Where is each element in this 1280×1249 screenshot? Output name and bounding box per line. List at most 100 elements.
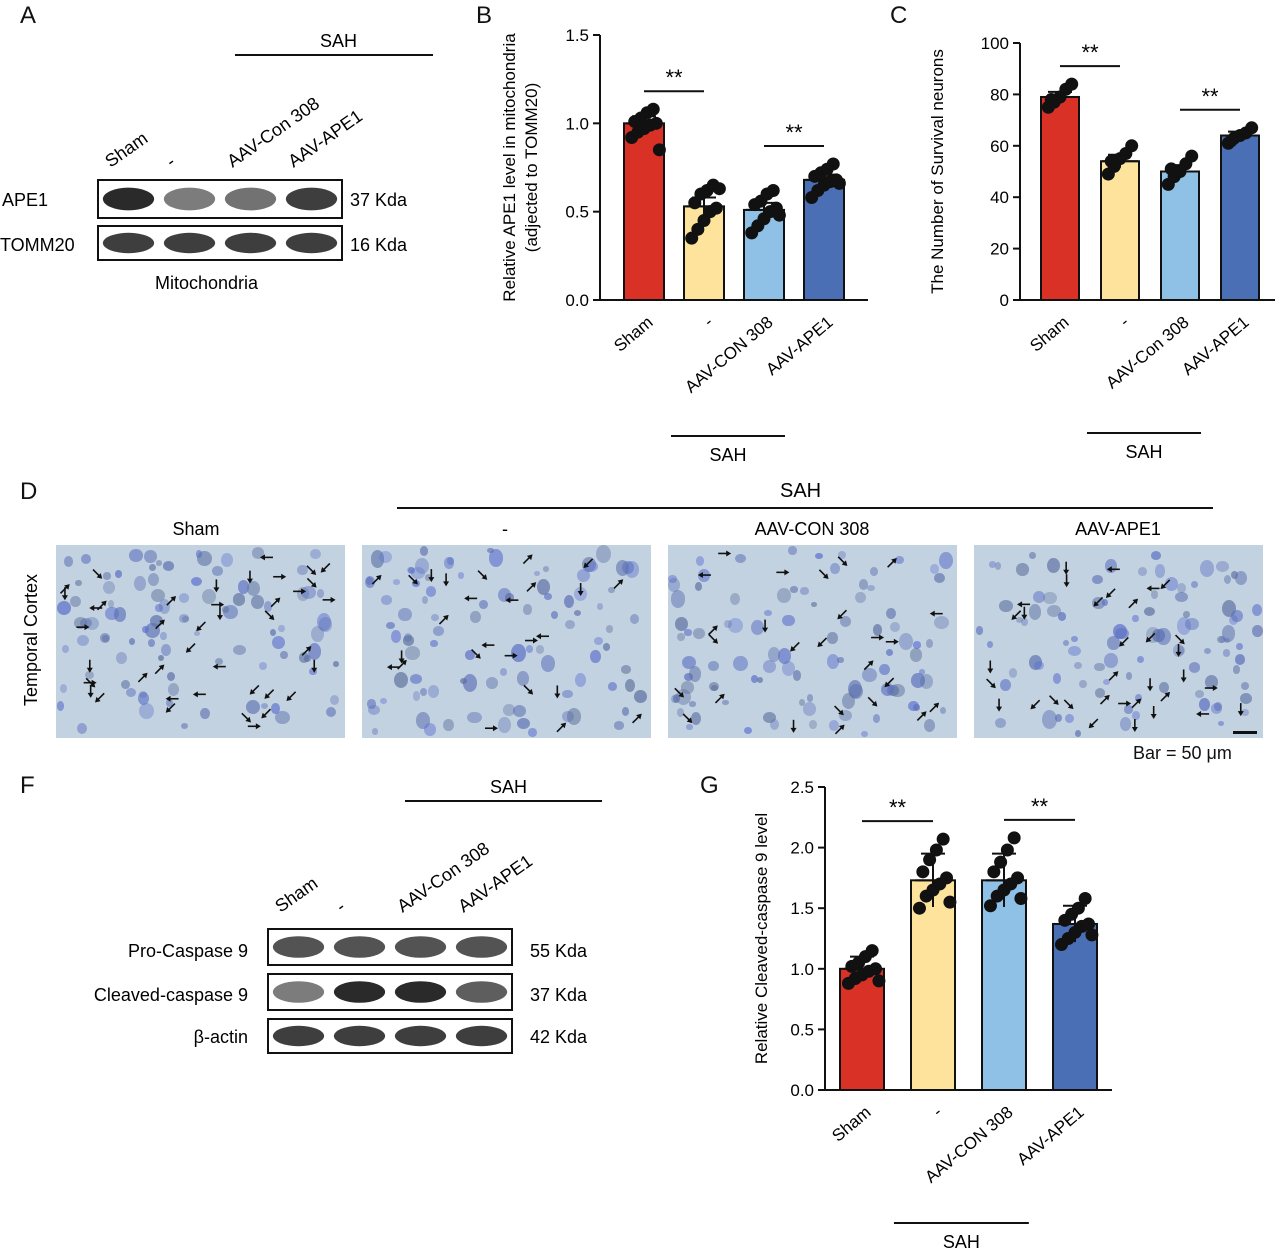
- neuron-cell: [272, 635, 285, 649]
- chart-G-bar-dash: [910, 879, 956, 1091]
- neuron-cell: [309, 668, 317, 676]
- chart-G-point: [1011, 871, 1025, 885]
- neuron-cell: [523, 604, 532, 615]
- neuron-cell: [680, 681, 695, 695]
- neuron-cell: [839, 616, 852, 628]
- neuron-cell: [684, 672, 694, 681]
- neuron-cell: [325, 707, 336, 718]
- neuron-arrow-icon: [76, 624, 90, 631]
- neuron-cell: [544, 592, 553, 600]
- neuron-arrow-icon: [212, 663, 226, 670]
- chart-C-point: [1125, 139, 1139, 153]
- size-label-tomm20: 16 Kda: [350, 235, 408, 255]
- neuron-cell: [56, 701, 65, 711]
- neuron-cell: [1176, 617, 1191, 636]
- neuron-cell: [605, 625, 614, 633]
- neuron-cell: [150, 589, 165, 603]
- neuron-cell: [409, 673, 423, 685]
- neuron-cell: [695, 555, 705, 566]
- neuron-cell: [732, 655, 748, 672]
- neuron-cell: [1251, 603, 1263, 617]
- neuron-cell: [763, 711, 777, 723]
- neuron-arrow-icon: [320, 562, 331, 573]
- neuron-cell: [309, 548, 321, 560]
- chart-B-sig-label: **: [785, 120, 803, 145]
- neuron-arrow-icon: [837, 609, 848, 620]
- neuron-cell: [792, 670, 802, 681]
- chart-G-point: [940, 871, 954, 885]
- neuron-cell: [828, 720, 840, 732]
- neuron-arrow-icon: [481, 642, 495, 649]
- neuron-arrow-icon: [264, 610, 275, 621]
- neuron-arrow-icon: [249, 684, 260, 695]
- neuron-cell: [275, 710, 290, 725]
- neuron-cell: [1203, 648, 1211, 655]
- neuron-cell: [201, 589, 217, 605]
- neuron-cell: [212, 566, 223, 576]
- neuron-cell: [432, 625, 445, 636]
- a-band-ape1-2: [224, 187, 277, 211]
- neuron-arrow-icon: [884, 677, 895, 688]
- neuron-cell: [1240, 708, 1249, 717]
- f-band-pro-caspase-9-1: [333, 936, 386, 958]
- neuron-cell: [1104, 653, 1118, 668]
- neuron-cell: [562, 689, 573, 699]
- neuron-cell: [858, 579, 869, 590]
- neuron-cell: [138, 692, 150, 706]
- neuron-cell: [1231, 609, 1244, 623]
- neuron-cell: [939, 706, 947, 715]
- neuron-cell: [56, 601, 72, 616]
- neuron-cell: [827, 653, 840, 669]
- neuron-cell: [1021, 618, 1028, 626]
- neuron-cell: [912, 641, 922, 649]
- neuron-arrow-icon: [185, 642, 196, 653]
- neuron-cell: [838, 709, 853, 721]
- f-band-pro-caspase-9-2: [394, 936, 447, 958]
- neuron-cell: [934, 615, 949, 629]
- chart-C-group-label: SAH: [1125, 442, 1162, 462]
- neuron-cell: [1213, 701, 1223, 712]
- chart-G-point: [1014, 892, 1028, 906]
- neuron-cell: [1062, 640, 1070, 647]
- micrograph-con308: [668, 545, 957, 738]
- neuron-arrow-icon: [1017, 601, 1031, 608]
- chart-C-point: [1044, 93, 1058, 107]
- neuron-cell: [668, 575, 677, 583]
- neuron-cell: [398, 607, 412, 622]
- neuron-cell: [1065, 713, 1074, 724]
- neuron-cell: [911, 673, 926, 688]
- chart-G-point: [943, 895, 957, 909]
- neuron-arrow-icon: [863, 660, 874, 671]
- neuron-arrow-icon: [89, 604, 103, 611]
- neuron-arrow-icon: [1174, 634, 1185, 645]
- neuron-cell: [443, 718, 454, 731]
- neuron-cell: [676, 707, 685, 717]
- neuron-cell: [486, 547, 494, 554]
- neuron-cell: [1194, 690, 1205, 698]
- neuron-cell: [827, 632, 838, 644]
- neuron-cell: [708, 661, 719, 671]
- neuron-arrow-icon: [86, 659, 93, 673]
- neuron-cell: [689, 666, 702, 682]
- neuron-cell: [565, 620, 575, 630]
- a-band-tomm20-1: [163, 232, 216, 254]
- neuron-arrow-icon: [211, 601, 225, 608]
- neuron-arrow-icon: [264, 689, 275, 699]
- neuron-cell: [576, 569, 590, 583]
- f-band-actin-0: [272, 1025, 325, 1047]
- neuron-arrow-icon: [697, 572, 711, 579]
- chart-C-ytick-label: 20: [990, 240, 1009, 259]
- panel-letter-a: A: [20, 2, 37, 29]
- neuron-cell: [867, 584, 876, 591]
- neuron-cell: [769, 718, 780, 731]
- neuron-arrow-icon: [1131, 719, 1138, 733]
- neuron-cell: [1107, 636, 1121, 650]
- neuron-cell: [464, 650, 476, 660]
- neuron-cell: [1015, 616, 1023, 623]
- neuron-cell: [923, 719, 936, 733]
- neuron-cell: [1102, 678, 1111, 685]
- col-label-ape1: AAV-APE1: [1075, 519, 1161, 539]
- neuron-cell: [890, 683, 905, 698]
